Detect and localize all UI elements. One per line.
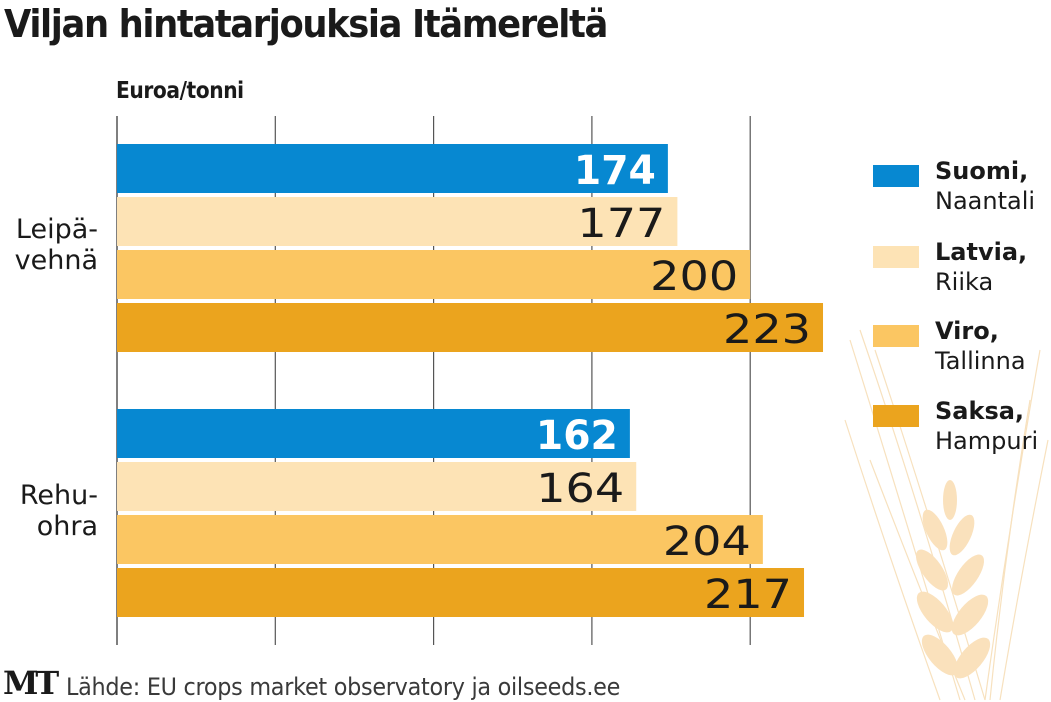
legend-country: Latvia, [935, 238, 1028, 266]
bar-viro-0 [117, 250, 751, 299]
mt-logo: MT [3, 664, 59, 702]
gridlines [116, 116, 751, 645]
category-label-rehuohra: Rehu- ohra [0, 480, 98, 542]
data-label-viro-0: 200 [650, 254, 738, 300]
wheat-decoration [844, 329, 1049, 701]
legend-country: Suomi, [935, 157, 1029, 185]
data-label-viro-1: 204 [663, 519, 751, 565]
legend-city: Hampuri [935, 427, 1039, 455]
legend-city: Tallinna [935, 347, 1026, 375]
data-label-suomi-1: 162 [536, 413, 618, 459]
bar-suomi-1 [117, 409, 630, 458]
bar-saksa-0 [117, 303, 824, 352]
data-label-saksa-0: 223 [723, 307, 811, 353]
data-label-suomi-0: 174 [574, 148, 656, 194]
source-note: Lähde: EU crops market observatory ja oi… [66, 673, 621, 701]
bar-suomi-0 [117, 144, 668, 193]
legend-city: Naantali [935, 187, 1036, 215]
bars: 174 177 200 223 162 164 204 217 [117, 144, 824, 618]
bar-latvia-0 [117, 197, 678, 246]
bar-latvia-1 [117, 462, 637, 511]
legend-swatch [873, 405, 919, 427]
category-label-line1: Leipä- [15, 214, 98, 245]
bar-viro-1 [117, 515, 763, 564]
chart-title: Viljan hintatarjouksia Itämereltä [4, 2, 608, 46]
category-label-line1: Rehu- [19, 480, 98, 511]
bar-saksa-1 [117, 568, 805, 617]
legend-swatch [873, 325, 919, 347]
data-label-latvia-1: 164 [536, 466, 624, 512]
legend-city: Riika [935, 268, 994, 296]
legend-swatch [873, 165, 919, 187]
data-label-latvia-0: 177 [577, 201, 665, 247]
legend-country: Saksa, [935, 397, 1025, 425]
legend-swatch [873, 246, 919, 268]
legend-country: Viro, [935, 317, 999, 345]
unit-label: Euroa/tonni [116, 78, 244, 104]
category-label-line2: vehnä [14, 245, 98, 276]
category-label-leipavehna: Leipä- vehnä [0, 214, 98, 276]
category-label-line2: ohra [36, 511, 98, 542]
data-label-saksa-1: 217 [704, 572, 792, 618]
